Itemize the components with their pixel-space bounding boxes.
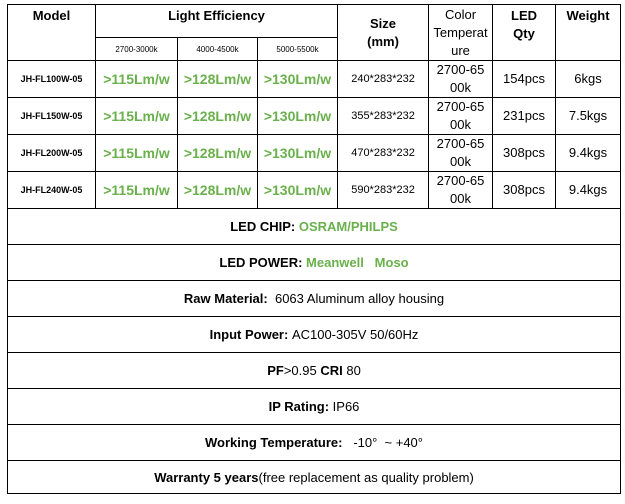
header-led-qty: LED Qty bbox=[492, 4, 557, 61]
table-row: JH-FL240W-05 >115Lm/w >128Lm/w >130Lm/w … bbox=[7, 171, 622, 209]
working-temperature-label: Working Temperature: bbox=[205, 435, 343, 450]
cct-line1: 2700-65 bbox=[436, 99, 485, 114]
cri-value: 80 bbox=[342, 363, 361, 378]
header-led-qty-line1: LED bbox=[511, 8, 538, 23]
qty-cell: 231pcs bbox=[492, 97, 557, 135]
ip-rating-label: IP Rating: bbox=[268, 399, 333, 414]
table-row: JH-FL150W-05 >115Lm/w >128Lm/w >130Lm/w … bbox=[7, 97, 622, 135]
pf-cri-cell: PF>0.95 CRI 80 bbox=[6, 352, 622, 389]
header-size-line2: (mm) bbox=[367, 33, 399, 49]
efficiency-cell: >115Lm/w bbox=[95, 171, 178, 209]
header-led-qty-line2: Qty bbox=[513, 26, 535, 41]
warranty-label: Warranty 5 years bbox=[154, 469, 259, 485]
size-cell: 240*283*232 bbox=[337, 60, 430, 98]
spec-row-raw-material: Raw Material: 6063 Aluminum alloy housin… bbox=[6, 280, 622, 317]
spec-row-led-chip: LED CHIP: OSRAM/PHILPS bbox=[6, 208, 622, 245]
header-size-line1: Size bbox=[370, 15, 397, 31]
header-size: Size (mm) bbox=[337, 4, 430, 61]
cct-line2: 00k bbox=[450, 117, 471, 132]
warranty-cell: Warranty 5 years(free replacement as qua… bbox=[6, 460, 622, 494]
size-cell: 590*283*232 bbox=[337, 171, 430, 209]
model-cell: JH-FL200W-05 bbox=[7, 134, 96, 172]
weight-cell: 9.4kgs bbox=[555, 171, 622, 209]
cct-cell: 2700-65 00k bbox=[428, 171, 494, 209]
efficiency-cell: >115Lm/w bbox=[95, 134, 178, 172]
efficiency-cell: >128Lm/w bbox=[177, 60, 258, 98]
input-power-cell: Input Power: AC100-305V 50/60Hz bbox=[6, 316, 622, 353]
qty-cell: 308pcs bbox=[492, 171, 557, 209]
table-row: JH-FL100W-05 >115Lm/w >128Lm/w >130Lm/w … bbox=[7, 60, 622, 98]
led-chip-cell: LED CHIP: OSRAM/PHILPS bbox=[6, 208, 622, 245]
model-cell: JH-FL100W-05 bbox=[7, 60, 96, 98]
raw-material-cell: Raw Material: 6063 Aluminum alloy housin… bbox=[6, 280, 622, 317]
warranty-value: (free replacement as quality problem) bbox=[258, 469, 474, 485]
weight-cell: 9.4kgs bbox=[555, 134, 622, 172]
spec-table-wrapper: Model Light Efficiency Size (mm) Color T… bbox=[6, 4, 622, 494]
subheader-cct-neutral: 4000-4500k bbox=[177, 37, 258, 61]
led-chip-label: LED CHIP: bbox=[230, 219, 299, 234]
led-chip-value: OSRAM/PHILPS bbox=[298, 219, 398, 234]
size-cell: 470*283*232 bbox=[337, 134, 430, 172]
weight-cell: 7.5kgs bbox=[555, 97, 622, 135]
spec-row-ip-rating: IP Rating: IP66 bbox=[6, 388, 622, 425]
cct-cell: 2700-65 00k bbox=[428, 134, 494, 172]
efficiency-cell: >130Lm/w bbox=[256, 60, 339, 98]
cct-line1: 2700-65 bbox=[436, 136, 485, 151]
ip-rating-value: IP66 bbox=[332, 399, 360, 414]
efficiency-cell: >130Lm/w bbox=[256, 97, 339, 135]
subheader-cct-warm: 2700-3000k bbox=[95, 37, 178, 61]
efficiency-cell: >128Lm/w bbox=[177, 134, 258, 172]
cct-line2: 00k bbox=[450, 154, 471, 169]
spec-row-pf-cri: PF>0.95 CRI 80 bbox=[6, 352, 622, 389]
header-color-temp-line2: Temperat bbox=[433, 24, 488, 40]
spec-row-working-temperature: Working Temperature: -10° ~ +40° bbox=[6, 424, 622, 461]
header-color-temp-line3: ure bbox=[451, 42, 470, 58]
qty-cell: 154pcs bbox=[492, 60, 557, 98]
header-color-temperature: Color Temperat ure bbox=[428, 4, 494, 61]
header-weight: Weight bbox=[555, 4, 622, 61]
cct-cell: 2700-65 00k bbox=[428, 60, 494, 98]
working-temperature-cell: Working Temperature: -10° ~ +40° bbox=[6, 424, 622, 461]
efficiency-cell: >130Lm/w bbox=[256, 134, 339, 172]
spec-table: Model Light Efficiency Size (mm) Color T… bbox=[6, 4, 622, 494]
pf-label: PF bbox=[267, 363, 284, 378]
spec-row-led-power: LED POWER: Meanwell Moso bbox=[6, 244, 622, 281]
efficiency-cell: >128Lm/w bbox=[177, 97, 258, 135]
cct-line2: 00k bbox=[450, 191, 471, 206]
efficiency-cell: >128Lm/w bbox=[177, 171, 258, 209]
cct-cell: 2700-65 00k bbox=[428, 97, 494, 135]
subheader-cct-cool: 5000-5500k bbox=[256, 37, 339, 61]
pf-value: >0.95 bbox=[283, 363, 321, 378]
qty-cell: 308pcs bbox=[492, 134, 557, 172]
working-temperature-value: -10° ~ +40° bbox=[342, 435, 423, 450]
header-model: Model bbox=[7, 4, 96, 61]
cct-line1: 2700-65 bbox=[436, 173, 485, 188]
header-color-temp-line1: Color bbox=[444, 6, 477, 22]
size-cell: 355*283*232 bbox=[337, 97, 430, 135]
table-row: JH-FL200W-05 >115Lm/w >128Lm/w >130Lm/w … bbox=[7, 134, 622, 172]
raw-material-value: 6063 Aluminum alloy housing bbox=[267, 291, 445, 306]
led-power-cell: LED POWER: Meanwell Moso bbox=[6, 244, 622, 281]
cct-line2: 00k bbox=[450, 80, 471, 95]
raw-material-label: Raw Material: bbox=[183, 291, 268, 306]
spec-row-warranty: Warranty 5 years(free replacement as qua… bbox=[6, 460, 622, 494]
input-power-label: Input Power: bbox=[209, 327, 292, 342]
efficiency-cell: >130Lm/w bbox=[256, 171, 339, 209]
led-power-label: LED POWER: bbox=[219, 255, 307, 270]
cri-label: CRI bbox=[320, 363, 343, 378]
header-light-efficiency: Light Efficiency bbox=[94, 4, 339, 38]
weight-cell: 6kgs bbox=[555, 60, 622, 98]
input-power-value: AC100-305V 50/60Hz bbox=[291, 327, 419, 342]
efficiency-cell: >115Lm/w bbox=[95, 60, 178, 98]
spec-row-input-power: Input Power: AC100-305V 50/60Hz bbox=[6, 316, 622, 353]
model-cell: JH-FL150W-05 bbox=[7, 97, 96, 135]
efficiency-cell: >115Lm/w bbox=[95, 97, 178, 135]
ip-rating-cell: IP Rating: IP66 bbox=[6, 388, 622, 425]
cct-line1: 2700-65 bbox=[436, 62, 485, 77]
led-power-value: Meanwell Moso bbox=[306, 255, 409, 270]
model-cell: JH-FL240W-05 bbox=[7, 171, 96, 209]
